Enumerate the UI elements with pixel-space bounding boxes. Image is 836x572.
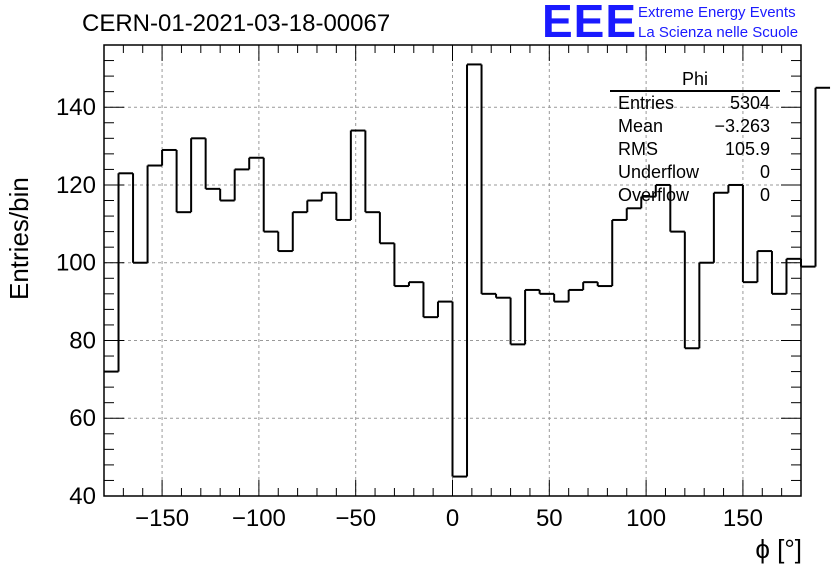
y-tick-label: 140 bbox=[56, 94, 96, 121]
x-tick-label: −150 bbox=[135, 505, 189, 532]
y-tick-label: 60 bbox=[69, 405, 96, 432]
stats-row-underflow: Underflow 0 bbox=[610, 161, 780, 184]
x-tick-label: 50 bbox=[536, 505, 563, 532]
x-tick-label: 150 bbox=[723, 505, 763, 532]
stats-key: Mean bbox=[618, 116, 664, 136]
y-tick-label: 80 bbox=[69, 327, 96, 354]
x-tick-label: 100 bbox=[626, 505, 666, 532]
x-tick-label: −50 bbox=[335, 505, 376, 532]
x-tick-label: −100 bbox=[232, 505, 286, 532]
x-tick-label: 0 bbox=[446, 505, 459, 532]
stats-row-overflow: Overflow 0 bbox=[610, 184, 780, 207]
eee-logo: EEE bbox=[542, 0, 638, 47]
chart-title: CERN-01-2021-03-18-00067 bbox=[82, 10, 391, 37]
stats-row-rms: RMS 105.9 bbox=[610, 138, 780, 161]
y-tick-label: 100 bbox=[56, 250, 96, 277]
stats-value: 0 bbox=[759, 185, 770, 205]
x-axis-label: ϕ [°] bbox=[755, 534, 802, 564]
stats-key: Underflow bbox=[618, 162, 700, 182]
stats-value: 105.9 bbox=[724, 139, 770, 159]
stats-title: Phi bbox=[610, 68, 780, 92]
stats-key: Entries bbox=[618, 93, 675, 113]
axes: 40 60 80 100 120 140 −150 −100 −50 0 50 100 150 bbox=[56, 44, 802, 532]
histogram-marks bbox=[104, 63, 831, 478]
y-axis-label: Entries/bin bbox=[4, 177, 34, 300]
stats-key: RMS bbox=[618, 139, 658, 159]
stats-value: −3.263 bbox=[714, 116, 770, 136]
y-tick-label: 40 bbox=[69, 483, 96, 510]
stats-row-entries: Entries 5304 bbox=[610, 92, 780, 115]
stats-box: Phi Entries 5304 Mean −3.263 RMS 105.9 U… bbox=[610, 68, 780, 207]
logo-line-2: La Scienza nelle Scuole bbox=[638, 24, 799, 41]
stats-row-mean: Mean −3.263 bbox=[610, 115, 780, 138]
stats-key: Overflow bbox=[618, 185, 690, 205]
y-tick-label: 120 bbox=[56, 172, 96, 199]
stats-value: 5304 bbox=[729, 93, 770, 113]
stats-value: 0 bbox=[759, 162, 770, 182]
logo-line-1: Extreme Energy Events bbox=[638, 4, 796, 21]
